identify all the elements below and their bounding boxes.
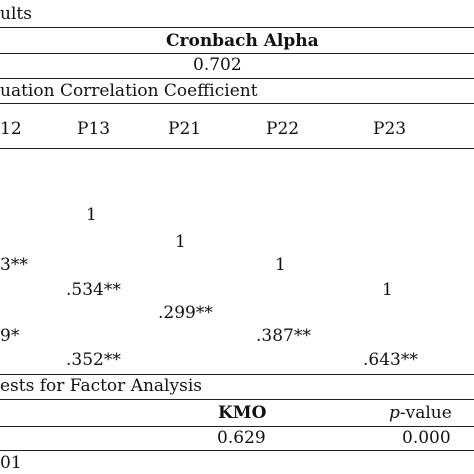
reliability-caption: ults — [0, 4, 32, 24]
kmo-value: 0.629 — [217, 428, 266, 448]
column-header-p21: P21 — [168, 119, 202, 139]
pvalue-header: p-value — [389, 403, 452, 423]
matrix-cell: 1 — [175, 232, 186, 252]
factor-tests-caption: ests for Factor Analysis — [0, 376, 202, 396]
divider — [0, 399, 474, 400]
matrix-cell: .534** — [66, 280, 121, 300]
divider — [0, 148, 474, 149]
matrix-cell: .352** — [66, 350, 121, 370]
column-header-p23: P23 — [373, 119, 407, 139]
pvalue-value: 0.000 — [402, 428, 451, 448]
matrix-cell: 1 — [382, 280, 393, 300]
kmo-header: KMO — [218, 403, 267, 423]
matrix-cell: 9* — [0, 326, 20, 346]
divider — [0, 426, 474, 427]
divider — [0, 27, 474, 28]
matrix-cell: 1 — [86, 205, 97, 225]
cronbach-alpha-header: Cronbach Alpha — [166, 31, 319, 51]
footnote: 01 — [0, 453, 22, 473]
cronbach-alpha-value: 0.702 — [193, 55, 242, 75]
matrix-cell: .643** — [363, 350, 418, 370]
matrix-cell: 3** — [0, 255, 28, 275]
matrix-cell: .387** — [256, 326, 311, 346]
matrix-cell: 1 — [275, 255, 286, 275]
matrix-cell: .299** — [158, 303, 213, 323]
correlation-caption: uation Correlation Coefficient — [0, 81, 258, 101]
divider — [0, 103, 474, 104]
column-header-p13: P13 — [77, 119, 111, 139]
divider — [0, 78, 474, 79]
divider — [0, 374, 474, 375]
column-header-p12: 12 — [0, 119, 22, 139]
column-header-p22: P22 — [266, 119, 300, 139]
divider — [0, 53, 474, 54]
divider — [0, 450, 474, 451]
